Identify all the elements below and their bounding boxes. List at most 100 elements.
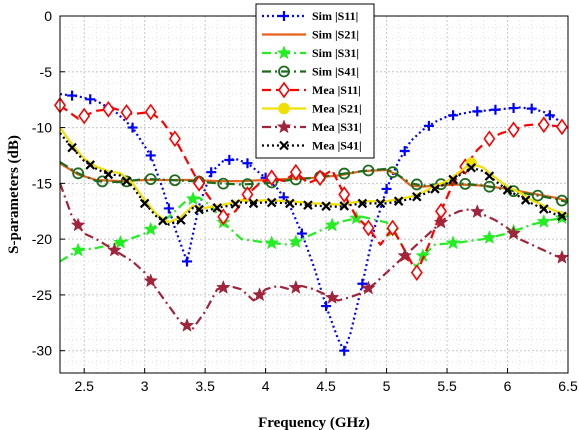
data-point xyxy=(67,90,78,101)
series-line xyxy=(58,182,569,330)
data-point xyxy=(482,230,497,244)
data-point xyxy=(158,215,168,226)
data-point xyxy=(321,201,331,211)
legend: Sim |S11| Sim |S21| Sim |S31| Sim |S41| Mea … xyxy=(255,3,375,159)
x-tick-label: 4.5 xyxy=(316,378,336,394)
data-point xyxy=(289,163,302,181)
data-point xyxy=(143,221,159,236)
data-point xyxy=(466,162,477,173)
data-point xyxy=(537,116,550,134)
data-point xyxy=(448,110,459,121)
data-point xyxy=(324,217,340,232)
legend-entry: Mea |S31| xyxy=(262,119,362,134)
data-point xyxy=(362,219,375,237)
legend-marker xyxy=(278,102,290,115)
legend-entry: Sim |S41| xyxy=(262,65,359,79)
data-point xyxy=(206,167,217,178)
legend-label: Mea |S41| xyxy=(312,139,362,153)
legend-marker xyxy=(278,81,290,99)
data-point xyxy=(285,198,295,209)
data-point xyxy=(410,178,423,191)
data-point xyxy=(483,130,496,148)
data-point xyxy=(103,169,114,180)
y-tick-label: -30 xyxy=(32,343,52,359)
data-point xyxy=(70,242,86,257)
legend-entry: Mea |S11| xyxy=(262,81,361,99)
x-tick-label: 5 xyxy=(383,378,391,394)
data-point xyxy=(252,287,267,302)
data-point xyxy=(182,256,192,267)
x-tick-label: 4 xyxy=(262,378,270,394)
x-tick-label: 6 xyxy=(504,378,512,394)
legend-label: Mea |S21| xyxy=(312,102,362,116)
legend-marker xyxy=(276,119,292,134)
data-point xyxy=(472,106,483,117)
legend-marker xyxy=(279,11,289,21)
data-point xyxy=(215,279,231,294)
legend-marker xyxy=(278,65,290,78)
data-point xyxy=(557,211,567,222)
data-point xyxy=(193,174,206,192)
data-point xyxy=(508,103,519,114)
data-point xyxy=(85,94,96,105)
data-point xyxy=(107,242,122,257)
data-point xyxy=(127,122,138,133)
data-point xyxy=(139,198,150,209)
data-point xyxy=(121,176,132,186)
data-point xyxy=(120,103,133,121)
series-layer xyxy=(54,90,570,356)
data-point xyxy=(265,169,278,187)
y-tick-label: 0 xyxy=(44,8,52,24)
data-point xyxy=(70,217,86,232)
data-point xyxy=(169,174,181,187)
data-point xyxy=(321,301,332,312)
data-point xyxy=(145,150,156,161)
data-point xyxy=(490,104,501,115)
legend-label: Sim |S31| xyxy=(312,46,359,60)
data-point xyxy=(386,166,399,179)
data-point xyxy=(102,100,115,118)
series-line xyxy=(59,104,569,274)
series-sim-s11 xyxy=(59,90,569,356)
data-point xyxy=(445,235,461,250)
legend-entry: Mea |S41| xyxy=(262,139,362,153)
data-point xyxy=(288,279,304,294)
data-point xyxy=(338,167,351,180)
series-mea-s31 xyxy=(58,182,570,332)
data-point xyxy=(176,215,186,225)
data-point xyxy=(339,201,350,211)
data-point xyxy=(314,169,327,187)
data-point xyxy=(357,278,368,289)
data-point xyxy=(483,180,496,193)
data-point xyxy=(544,110,555,121)
data-point xyxy=(85,160,96,170)
data-point xyxy=(266,197,277,208)
series-line xyxy=(59,196,569,269)
data-point xyxy=(448,174,458,185)
data-point xyxy=(212,203,223,213)
data-point xyxy=(362,164,375,177)
data-point xyxy=(303,200,313,210)
data-point xyxy=(381,183,392,194)
data-point xyxy=(539,204,549,214)
data-point xyxy=(520,195,531,205)
series-line xyxy=(59,161,569,204)
data-point xyxy=(163,203,174,214)
data-point xyxy=(217,177,230,190)
data-point xyxy=(399,145,410,156)
legend-label: Mea |S31| xyxy=(312,120,362,134)
data-point xyxy=(296,228,307,239)
x-tick-label: 5.5 xyxy=(437,378,457,394)
data-point xyxy=(526,103,537,114)
grid xyxy=(59,15,569,374)
data-point xyxy=(393,196,404,206)
data-point xyxy=(459,178,472,190)
legend-entry: Sim |S31| xyxy=(262,45,359,60)
legend-entry: Mea |S21| xyxy=(262,102,362,116)
data-point xyxy=(386,219,399,237)
legend-label: Mea |S11| xyxy=(312,83,361,97)
data-point xyxy=(502,185,513,195)
data-point xyxy=(536,213,552,228)
data-point xyxy=(72,167,85,180)
